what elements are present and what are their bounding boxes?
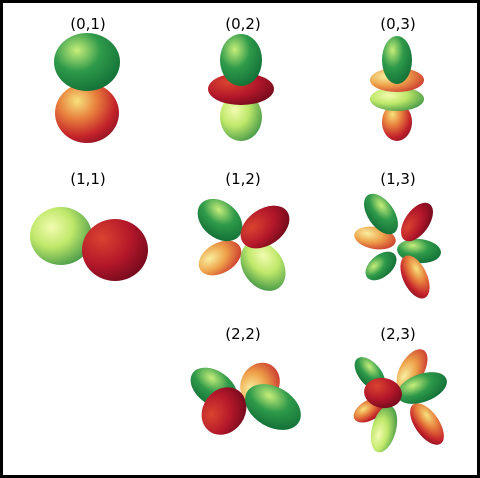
- label-1-3: (1,3): [380, 170, 416, 188]
- label-0-1: (0,1): [70, 15, 106, 33]
- lobe-1-3-tl: [364, 193, 398, 235]
- lobe-2-3-br: [410, 403, 444, 445]
- orbital-1-1: [30, 207, 148, 281]
- lobe-1-2-tr: [240, 205, 290, 249]
- orbital-0-1: [54, 33, 120, 143]
- lobe-0-1-bottom: [55, 83, 119, 143]
- label-1-2: (1,2): [225, 170, 261, 188]
- orbital-2-3: [353, 349, 447, 453]
- orbital-0-3: [370, 36, 424, 141]
- label-2-2: (2,2): [225, 325, 261, 343]
- lobe-0-3-bottom: [382, 103, 412, 141]
- lobe-2-3-rm: [397, 372, 447, 404]
- lobe-1-2-bl: [198, 240, 242, 276]
- lobe-1-2-tl: [197, 198, 243, 242]
- torus-0-2: [208, 73, 274, 105]
- orbital-diagram: [30, 33, 447, 453]
- orbital-1-2: [197, 198, 290, 291]
- label-1-1: (1,1): [70, 170, 106, 188]
- lobe-1-3-tr: [401, 202, 433, 242]
- lobe-0-2-bottom: [220, 93, 262, 141]
- lobe-0-3-top: [382, 36, 412, 84]
- orbital-2-2: [190, 362, 301, 435]
- lobe-2-2-br: [245, 384, 301, 430]
- label-0-2: (0,2): [225, 15, 261, 33]
- lobe-2-2-bl: [201, 387, 247, 435]
- lobe-1-1-left: [30, 207, 92, 265]
- lobe-1-2-br: [240, 241, 286, 291]
- orbital-1-3: [354, 193, 441, 299]
- label-2-3: (2,3): [380, 325, 416, 343]
- lobe-2-3-tr: [396, 349, 428, 391]
- lobe-2-3-center: [364, 377, 402, 409]
- lobe-0-2-top: [220, 34, 262, 86]
- lobe-0-1-top: [54, 33, 120, 91]
- lobe-2-3-bl: [370, 405, 398, 453]
- label-0-3: (0,3): [380, 15, 416, 33]
- lobe-1-3-br: [400, 255, 430, 299]
- orbital-0-2: [208, 34, 274, 141]
- lobe-1-3-bl: [365, 251, 397, 281]
- torus-0-3-lower: [370, 87, 424, 111]
- lobe-1-1-right: [82, 219, 148, 281]
